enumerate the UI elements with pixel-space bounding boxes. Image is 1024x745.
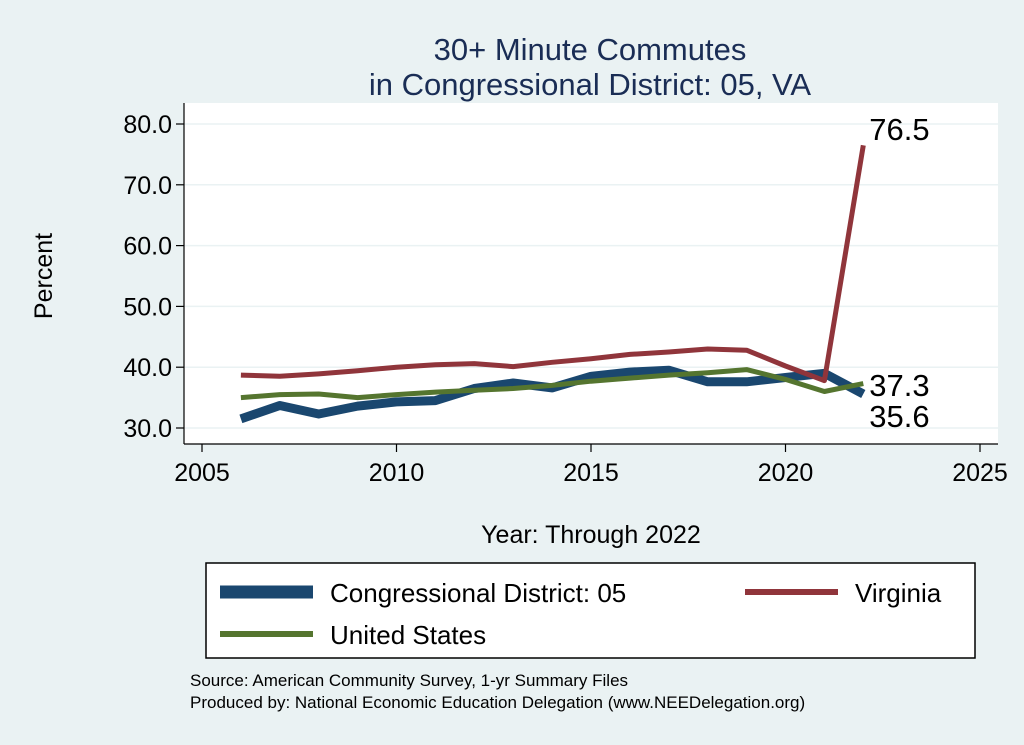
series-line-2 [240, 367, 864, 401]
y-axis-title: Percent [30, 233, 58, 319]
y-tick-label-4: 70.0 [123, 172, 172, 200]
legend: Congressional District: 05 Virginia United… [205, 562, 976, 659]
chart-title-line-2: in Congressional District: 05, VA [369, 67, 812, 102]
source-line-1: Source: American Community Survey, 1-yr … [190, 671, 628, 690]
x-tick-label-4: 2025 [952, 459, 1008, 487]
x-tick-label-3: 2020 [758, 459, 814, 487]
y-tick-label-5: 80.0 [123, 111, 172, 139]
gridlines [184, 123, 998, 429]
end-labels: 76.5 37.335.6 [869, 112, 929, 434]
end-label-2: 35.6 [869, 399, 929, 434]
x-tick-label-2: 2015 [563, 459, 619, 487]
x-tick-label-0: 2005 [174, 459, 230, 487]
x-tick-label-1: 2010 [369, 459, 425, 487]
series-lines [239, 144, 866, 424]
legend-label-0: Congressional District: 05 [330, 578, 626, 608]
end-label-0: 76.5 [869, 112, 929, 147]
end-label-1: 37.3 [869, 368, 929, 403]
legend-label-1: Virginia [855, 578, 942, 608]
legend-label-2: United States [330, 620, 486, 650]
y-tick-label-1: 40.0 [123, 354, 172, 382]
chart-title-line-1: 30+ Minute Commutes [434, 32, 747, 67]
x-axis-title: Year: Through 2022 [481, 521, 701, 549]
source-line-2: Produced by: National Economic Education… [190, 693, 805, 712]
y-tick-label-2: 50.0 [123, 293, 172, 321]
axes: 30.0 40.0 50.0 60.0 70.0 80.0 2005 2010 2015 2020… [123, 103, 1008, 487]
legend-box [205, 562, 976, 659]
y-tick-label-0: 30.0 [123, 415, 172, 443]
y-tick-label-3: 60.0 [123, 233, 172, 261]
series-line-1 [240, 144, 866, 384]
